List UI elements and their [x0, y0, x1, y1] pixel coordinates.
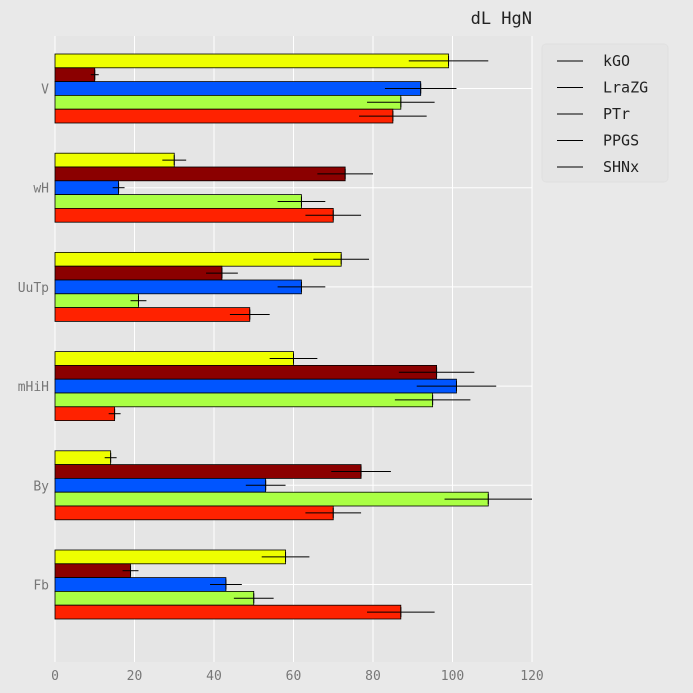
bar-PTr-UuTp: [55, 280, 301, 294]
bar-SHNx-Fb: [55, 605, 401, 619]
bar-PPGS-V: [55, 95, 401, 109]
x-tick-label: 0: [51, 669, 59, 684]
y-tick-label: V: [41, 83, 49, 98]
bar-LraZG-By: [55, 465, 361, 479]
bar-kGO-Fb: [55, 550, 286, 564]
legend-entry-PPGS: PPGS: [603, 132, 639, 150]
bar-LraZG-Fb: [55, 564, 131, 578]
bar-PTr-Fb: [55, 578, 226, 592]
bar-LraZG-V: [55, 68, 95, 82]
x-tick-label: 100: [441, 669, 464, 684]
legend-entry-LraZG: LraZG: [603, 79, 648, 97]
bar-PTr-By: [55, 478, 266, 492]
bar-PPGS-Fb: [55, 591, 254, 605]
bar-PPGS-By: [55, 492, 488, 506]
bar-LraZG-UuTp: [55, 266, 222, 280]
bar-kGO-mHiH: [55, 352, 294, 366]
bar-kGO-wH: [55, 153, 174, 167]
bar-SHNx-V: [55, 109, 393, 123]
legend-entry-kGO: kGO: [603, 52, 630, 70]
bar-PPGS-wH: [55, 195, 301, 209]
y-tick-label: By: [33, 479, 49, 494]
bar-SHNx-wH: [55, 208, 333, 222]
legend-entry-SHNx: SHNx: [603, 158, 639, 176]
bar-SHNx-By: [55, 506, 333, 520]
x-tick-label: 40: [206, 669, 222, 684]
bar-PPGS-mHiH: [55, 393, 433, 407]
bar-kGO-UuTp: [55, 252, 341, 266]
bar-SHNx-mHiH: [55, 407, 115, 421]
bar-LraZG-wH: [55, 167, 345, 181]
bar-kGO-V: [55, 54, 449, 68]
legend-entry-PTr: PTr: [603, 105, 630, 123]
bar-PTr-wH: [55, 181, 119, 195]
chart-title: dL HgN: [471, 9, 532, 29]
bar-PTr-mHiH: [55, 379, 456, 393]
y-tick-label: wH: [33, 182, 49, 197]
x-tick-label: 60: [286, 669, 302, 684]
x-tick-label: 80: [365, 669, 381, 684]
legend: kGO LraZG PTr PPGS SHNx: [542, 44, 668, 182]
bar-PTr-V: [55, 82, 421, 96]
bar-LraZG-mHiH: [55, 365, 437, 379]
y-tick-label: UuTp: [18, 281, 49, 296]
x-tick-label: 120: [520, 669, 543, 684]
y-tick-label: Fb: [33, 579, 49, 594]
bar-kGO-By: [55, 451, 111, 465]
x-tick-label: 20: [127, 669, 143, 684]
y-tick-label: mHiH: [18, 380, 49, 395]
bar-PPGS-UuTp: [55, 294, 138, 308]
bar-SHNx-UuTp: [55, 308, 250, 322]
